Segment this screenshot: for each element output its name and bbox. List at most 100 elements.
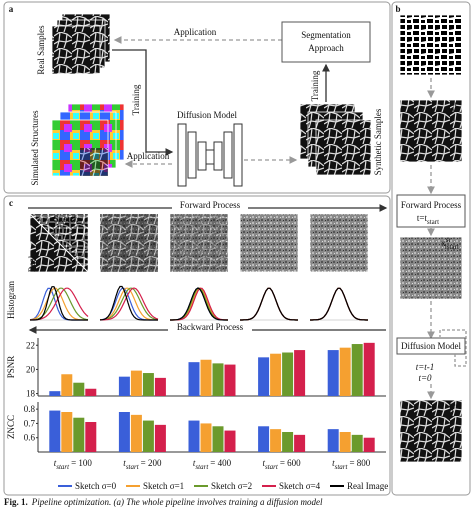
x-tick-symbol-sub: start bbox=[195, 463, 209, 471]
legend-label: Sketch σ=2 bbox=[211, 481, 252, 491]
image-label-main: x bbox=[447, 102, 452, 112]
histogram-curve bbox=[99, 287, 159, 321]
bar bbox=[339, 347, 351, 396]
diffusion-step-image bbox=[309, 213, 369, 273]
x-tick-value: = 200 bbox=[141, 458, 162, 468]
panel-label: a bbox=[9, 4, 14, 14]
flow-label: t=t-1 bbox=[416, 362, 435, 372]
histogram-curve bbox=[170, 287, 228, 321]
arrow-label: Forward Process bbox=[180, 200, 241, 210]
histogram-curve bbox=[99, 285, 158, 321]
x-tick-label: tstart = 100 bbox=[54, 458, 93, 471]
loop-arrow bbox=[439, 329, 467, 367]
bar bbox=[363, 437, 375, 452]
x-tick-symbol: t bbox=[332, 458, 335, 468]
image-label: xsr 0 bbox=[447, 100, 457, 115]
bar bbox=[154, 377, 166, 396]
image-label: xsr tstart bbox=[441, 236, 459, 251]
x-tick-label: tstart = 600 bbox=[263, 458, 302, 471]
histogram-curve bbox=[170, 287, 228, 321]
x-tick-symbol-sub: start bbox=[126, 463, 140, 471]
image-label: Real bbox=[27, 255, 37, 272]
unet-block bbox=[213, 141, 223, 171]
bar bbox=[282, 352, 294, 396]
row-label: Histogram bbox=[6, 281, 16, 319]
bar bbox=[200, 359, 212, 396]
bar bbox=[200, 423, 212, 452]
histogram-curve bbox=[240, 287, 298, 321]
box-label-sub: start bbox=[427, 218, 439, 226]
x-tick-symbol: t bbox=[193, 458, 196, 468]
diagonal bbox=[29, 213, 89, 273]
legend-label: Real Image bbox=[347, 481, 388, 491]
legend-label: Sketch σ=4 bbox=[279, 481, 321, 491]
image-label-sup: sr bbox=[452, 100, 458, 108]
process-box bbox=[396, 194, 466, 228]
bar bbox=[270, 429, 282, 452]
bar bbox=[85, 388, 97, 396]
x-tick-value: = 800 bbox=[349, 458, 370, 468]
bar bbox=[188, 362, 200, 396]
histogram-curve bbox=[240, 287, 298, 321]
bar bbox=[270, 353, 282, 396]
y-axis-label: PSNR bbox=[6, 356, 16, 379]
bar bbox=[188, 420, 200, 452]
histogram-curve bbox=[240, 287, 298, 321]
image-label-main: x̂ bbox=[448, 402, 453, 412]
bar bbox=[258, 357, 270, 396]
histogram-curve bbox=[170, 287, 228, 321]
label: Diffusion Model bbox=[177, 110, 238, 120]
y-tick-label: 18 bbox=[26, 389, 36, 399]
bar bbox=[224, 430, 236, 452]
synthetic-image bbox=[315, 119, 372, 176]
bar bbox=[351, 434, 363, 452]
histogram-curve bbox=[310, 287, 368, 321]
image-label-sub: tstart bbox=[445, 243, 459, 251]
y-tick-label: 20 bbox=[26, 364, 36, 374]
image-label-main: x bbox=[441, 238, 446, 248]
histogram-curve bbox=[240, 287, 298, 321]
unet-block bbox=[177, 123, 187, 187]
x-tick-symbol: t bbox=[123, 458, 126, 468]
y-axis-label: ZNCC bbox=[6, 415, 16, 439]
unet-block bbox=[187, 131, 197, 179]
unet-block bbox=[205, 149, 215, 165]
x-tick-symbol-sub: start bbox=[265, 463, 279, 471]
histogram-curve bbox=[310, 287, 368, 321]
histogram-curve bbox=[170, 287, 229, 321]
bar bbox=[85, 422, 97, 452]
image-label-sup: s bbox=[453, 400, 456, 408]
bar bbox=[294, 434, 306, 452]
arrow-label: Application bbox=[174, 27, 217, 37]
histogram-curve bbox=[310, 287, 368, 321]
y-tick-label: 22 bbox=[26, 340, 35, 350]
bar bbox=[327, 350, 339, 396]
histogram-curve bbox=[310, 287, 368, 321]
label-bg bbox=[172, 200, 248, 210]
image-label: Sketch bbox=[54, 214, 79, 224]
process-box bbox=[396, 337, 466, 355]
bar bbox=[49, 410, 61, 452]
noisy-image bbox=[399, 236, 463, 300]
cell-overlay bbox=[170, 214, 228, 272]
bar bbox=[294, 350, 306, 396]
histogram-curve bbox=[30, 286, 88, 321]
arrow-label: Training bbox=[310, 70, 320, 101]
box-label: Segmentation bbox=[301, 30, 351, 40]
y-tick-label: 0.7 bbox=[24, 418, 36, 428]
panel-a-frame bbox=[3, 1, 391, 194]
bar bbox=[142, 420, 154, 452]
x-tick-value: = 600 bbox=[280, 458, 301, 468]
bar bbox=[351, 344, 363, 396]
caption: Fig. 1. Pipeline optimization. (a) The wh… bbox=[4, 497, 323, 507]
histogram-curve bbox=[240, 287, 298, 321]
label: Simulated Structures bbox=[30, 110, 40, 186]
box-label: t=tstart bbox=[417, 213, 439, 226]
x-tick-value: = 400 bbox=[210, 458, 231, 468]
arrow-label: Training bbox=[131, 84, 141, 115]
x-tick-symbol-sub: start bbox=[335, 463, 349, 471]
bar bbox=[61, 412, 73, 452]
arrow-label: Application bbox=[127, 151, 170, 161]
legend-label: Sketch σ=1 bbox=[143, 481, 184, 491]
